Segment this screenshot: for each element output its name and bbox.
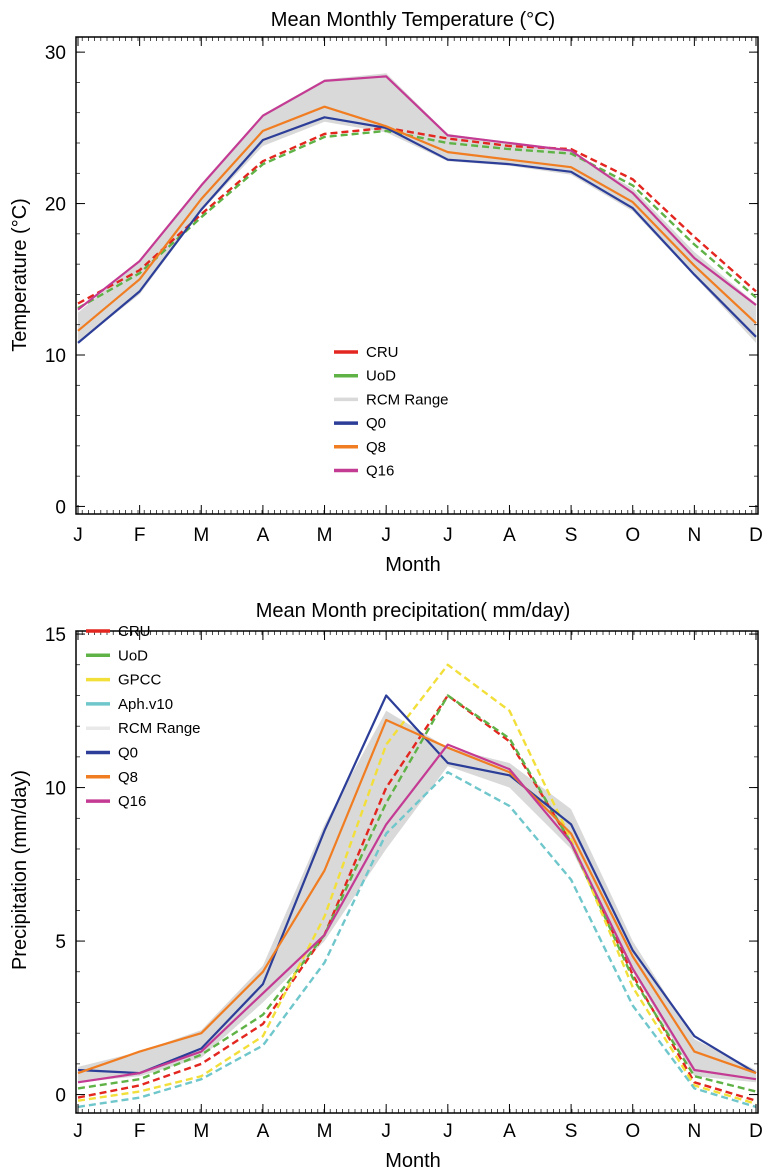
legend-label: CRU bbox=[118, 623, 151, 640]
x-axis-label: Month bbox=[385, 554, 441, 576]
x-tick-label: A bbox=[257, 1121, 270, 1142]
legend-label: Q16 bbox=[366, 463, 394, 480]
x-tick-label: F bbox=[134, 1121, 146, 1142]
temperature-chart: Mean Monthly Temperature (°C) Month Temp… bbox=[9, 9, 763, 576]
y-tick-label: 0 bbox=[55, 497, 66, 518]
series-line-q8 bbox=[77, 105, 757, 332]
precipitation-chart: Mean Month precipitation( mm/day) Month … bbox=[9, 600, 763, 1172]
x-tick-label: F bbox=[134, 525, 146, 546]
rcm-range-band bbox=[78, 73, 756, 343]
legend-label: Q8 bbox=[118, 769, 138, 786]
legend-label: Q0 bbox=[118, 745, 138, 762]
legend-label: Aph.v10 bbox=[118, 696, 173, 713]
series-line-q16 bbox=[77, 743, 757, 1084]
y-tick-label: 10 bbox=[45, 779, 66, 800]
series-line-q0 bbox=[77, 116, 757, 344]
legend-label: UoD bbox=[366, 368, 396, 385]
x-tick-label: J bbox=[73, 1121, 83, 1142]
x-tick-label: A bbox=[503, 525, 516, 546]
x-tick-label: J bbox=[443, 525, 453, 546]
series-line-q8 bbox=[77, 718, 757, 1075]
legend-label: UoD bbox=[118, 647, 148, 664]
x-tick-label: M bbox=[193, 525, 209, 546]
x-tick-label: O bbox=[625, 1121, 640, 1142]
legend: CRU UoD GPCC Aph.v10 RCM Range Q0 Q8 Q16 bbox=[86, 623, 201, 810]
rcm-range-band bbox=[78, 710, 756, 1083]
y-tick-label: 15 bbox=[45, 625, 66, 646]
series-line-cru bbox=[77, 126, 757, 305]
x-tick-label: S bbox=[565, 1121, 578, 1142]
legend-label: Q8 bbox=[366, 439, 386, 456]
y-tick-label: 20 bbox=[45, 195, 66, 216]
series-line-uod bbox=[77, 694, 757, 1093]
series-line-q0 bbox=[77, 694, 757, 1075]
series-line-uod bbox=[77, 129, 757, 310]
x-tick-label: S bbox=[565, 525, 578, 546]
chart-title: Mean Month precipitation( mm/day) bbox=[256, 600, 571, 622]
legend-label: Q0 bbox=[366, 415, 386, 432]
legend-label: Q16 bbox=[118, 793, 146, 810]
x-tick-label: J bbox=[73, 525, 83, 546]
x-tick-label: J bbox=[381, 1121, 391, 1142]
series-line-aph-v10 bbox=[77, 771, 757, 1109]
legend: CRU UoD RCM Range Q0 Q8 Q16 bbox=[334, 344, 449, 480]
x-tick-label: A bbox=[503, 1121, 516, 1142]
x-tick-label: J bbox=[381, 525, 391, 546]
x-tick-label: A bbox=[257, 525, 270, 546]
x-tick-label: M bbox=[193, 1121, 209, 1142]
y-tick-label: 10 bbox=[45, 346, 66, 367]
legend-label: CRU bbox=[366, 344, 399, 361]
y-axis-label: Temperature (°C) bbox=[9, 198, 31, 352]
x-tick-label: D bbox=[749, 525, 763, 546]
legend-label: RCM Range bbox=[118, 720, 201, 737]
x-tick-label: M bbox=[317, 525, 333, 546]
x-tick-label: M bbox=[317, 1121, 333, 1142]
y-tick-label: 0 bbox=[55, 1086, 66, 1107]
x-tick-label: N bbox=[687, 525, 701, 546]
y-tick-label: 30 bbox=[45, 43, 66, 64]
x-tick-label: O bbox=[625, 525, 640, 546]
y-axis-label: Precipitation (mm/day) bbox=[9, 770, 31, 970]
legend-label: GPCC bbox=[118, 672, 162, 689]
minor-ticks bbox=[75, 37, 759, 514]
x-tick-label: J bbox=[443, 1121, 453, 1142]
chart-title: Mean Monthly Temperature (°C) bbox=[271, 9, 555, 31]
x-axis-label: Month bbox=[385, 1150, 441, 1172]
legend-label: RCM Range bbox=[366, 391, 449, 408]
series-line-q16 bbox=[77, 75, 757, 311]
series-line-gpcc bbox=[77, 663, 757, 1105]
x-tick-label: N bbox=[687, 1121, 701, 1142]
y-tick-label: 5 bbox=[55, 932, 66, 953]
x-tick-label: D bbox=[749, 1121, 763, 1142]
